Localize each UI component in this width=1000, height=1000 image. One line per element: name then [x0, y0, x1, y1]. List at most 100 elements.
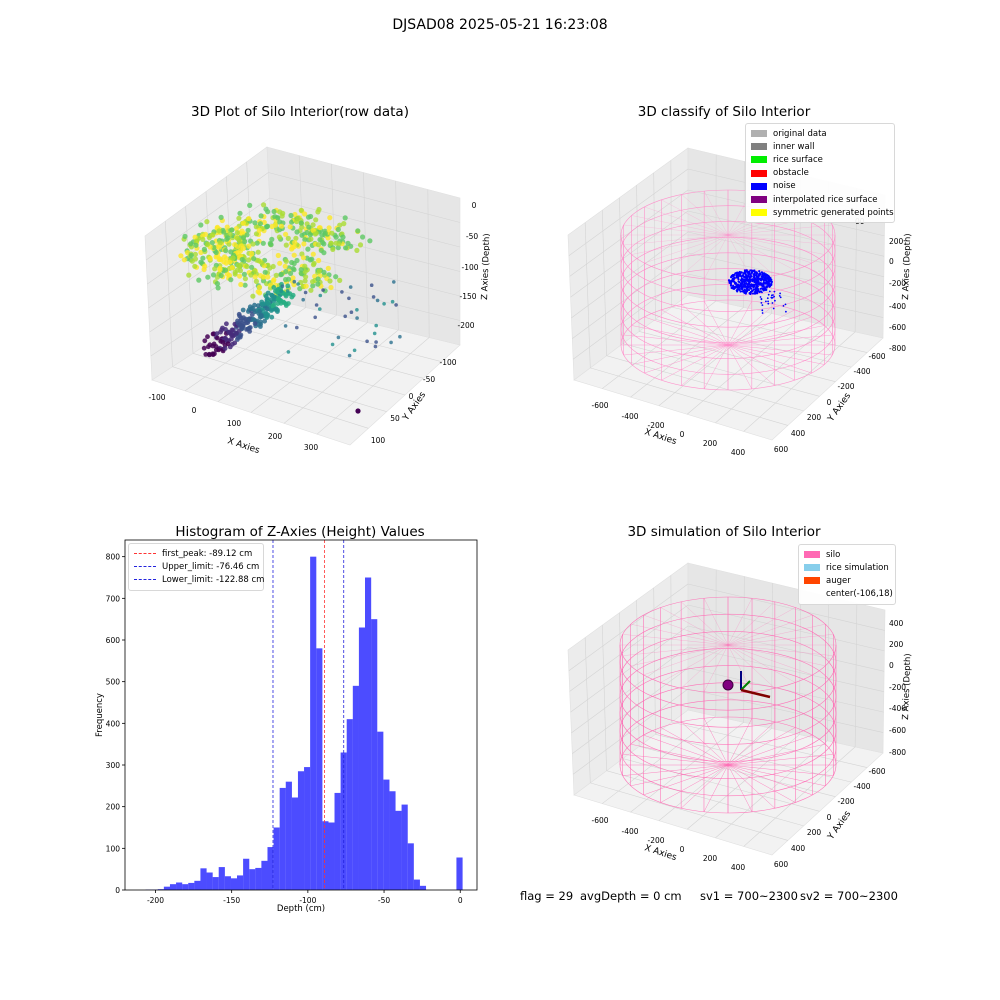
raw-point: [367, 238, 373, 244]
grid-line: [743, 746, 856, 847]
grid-line: [571, 646, 689, 734]
noise-point: [760, 271, 763, 274]
noise-point: [736, 271, 739, 274]
legend-label: auger: [826, 575, 851, 586]
raw-point: [188, 252, 194, 259]
histogram-y-tick: 200: [106, 803, 121, 812]
raw-point: [372, 331, 377, 336]
raw-point: [253, 224, 259, 230]
classify-x-tick: 200: [703, 439, 718, 448]
raw-point: [255, 289, 261, 295]
raw-point: [223, 267, 229, 273]
raw-point: [302, 269, 308, 275]
grid-line: [687, 688, 884, 733]
histogram-x-tick: 0: [458, 896, 463, 905]
raw-point: [256, 284, 263, 290]
raw-point: [369, 283, 374, 287]
raw-point: [181, 257, 187, 263]
silo-spoke: [623, 334, 729, 346]
raw-point: [237, 210, 243, 216]
silo-spoke: [727, 325, 825, 346]
legend-swatch: [804, 564, 820, 572]
noise-point: [737, 276, 740, 279]
raw-point: [232, 271, 238, 277]
legend-entry: obstacle: [751, 167, 889, 180]
raw-point: [205, 274, 211, 280]
raw-point: [286, 350, 291, 354]
histogram-y-axis-label: Frequency: [95, 693, 105, 737]
grid-line: [658, 313, 772, 406]
rice-center-marker: [722, 679, 734, 691]
noise-point: [745, 274, 748, 277]
grid-line: [715, 325, 828, 424]
raw-point: [336, 335, 341, 340]
silo-spoke: [661, 234, 729, 271]
raw-point: [265, 301, 270, 306]
histogram-bar: [188, 882, 195, 890]
simulation-z-tick: -800: [889, 748, 906, 757]
histogram-bar: [273, 827, 280, 890]
grid-line: [568, 583, 689, 671]
raw-point: [283, 231, 289, 237]
raw-point: [291, 244, 297, 250]
raw-x-tick: 0: [192, 406, 197, 415]
raw-point: [347, 296, 351, 301]
silo-spoke: [681, 601, 729, 646]
raw-point: [254, 240, 260, 246]
raw-point: [209, 240, 215, 246]
noise-point: [756, 291, 759, 294]
raw-point: [269, 296, 275, 302]
legend-entry: noise: [751, 180, 889, 193]
histogram-y-tick: 500: [106, 678, 121, 687]
raw-point: [289, 259, 295, 266]
simulation-y-tick: 0: [827, 813, 832, 822]
raw-point: [270, 278, 276, 284]
histogram-bar: [200, 868, 207, 890]
histogram-bar: [413, 879, 420, 890]
histogram-bar: [267, 847, 274, 890]
classify-z-tick: 200: [889, 237, 904, 246]
grid-line: [630, 307, 744, 398]
raw-point: [192, 263, 198, 269]
raw-point: [250, 316, 256, 322]
raw-point: [230, 327, 236, 333]
noise-point: [760, 298, 763, 301]
raw-point: [227, 259, 233, 265]
raw-point: [316, 268, 322, 274]
raw-point: [288, 270, 294, 276]
legend-entry: interpolated rice surface: [751, 193, 889, 206]
grid-line: [771, 583, 773, 729]
raw-point: [335, 245, 341, 251]
histogram-bar: [407, 843, 414, 890]
raw-point: [222, 336, 228, 341]
noise-point: [770, 278, 773, 281]
raw-point: [198, 259, 204, 265]
simulation-z-tick: -400: [889, 704, 906, 713]
grid-line: [687, 604, 885, 652]
raw-3d-plot: -100 0 100 200 300 100 50 0 -50 -100 0 -50 -100 -150 -…: [144, 146, 490, 456]
legend-swatch: [804, 591, 820, 598]
histogram-vlines: [272, 540, 345, 890]
raw-point: [308, 236, 314, 242]
grid-line: [686, 734, 800, 830]
noise-point: [750, 283, 753, 286]
raw-point: [341, 221, 347, 227]
noise-point: [751, 292, 755, 295]
silo-spoke: [727, 607, 796, 646]
raw-point: [321, 269, 327, 275]
noise-point: [761, 312, 764, 314]
legend-entry: inner wall: [751, 140, 889, 153]
silo-spoke: [703, 344, 729, 389]
silo-spoke: [680, 721, 729, 766]
raw-point: [313, 217, 319, 223]
noise-point: [750, 275, 753, 278]
raw-point: [335, 226, 341, 233]
classify-x-tick: -400: [621, 412, 638, 421]
raw-point: [220, 339, 226, 345]
raw-point: [271, 302, 277, 308]
raw-point: [279, 213, 285, 219]
raw-point: [283, 324, 288, 328]
raw-point: [234, 330, 239, 336]
grid-line: [606, 355, 804, 412]
histogram-y-tick: 0: [115, 886, 120, 895]
